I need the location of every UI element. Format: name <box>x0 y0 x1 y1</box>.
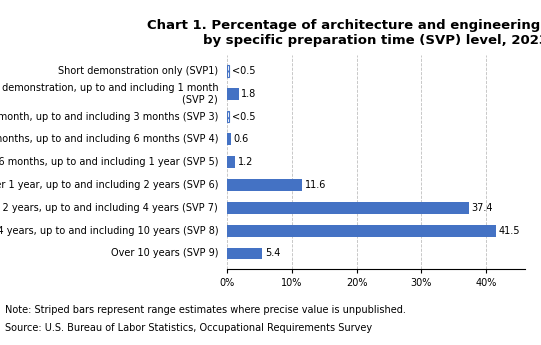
Bar <box>227 134 231 145</box>
Bar <box>227 247 262 259</box>
Title: Chart 1. Percentage of architecture and engineering workers
by specific preparat: Chart 1. Percentage of architecture and … <box>147 19 541 47</box>
Bar <box>227 110 229 122</box>
Bar <box>227 88 239 100</box>
Bar <box>227 156 235 168</box>
Text: 11.6: 11.6 <box>305 180 326 190</box>
Text: 41.5: 41.5 <box>498 226 520 236</box>
Text: Source: U.S. Bureau of Labor Statistics, Occupational Requirements Survey: Source: U.S. Bureau of Labor Statistics,… <box>5 323 373 333</box>
Text: 37.4: 37.4 <box>472 203 493 213</box>
Bar <box>227 225 496 237</box>
Text: Note: Striped bars represent range estimates where precise value is unpublished.: Note: Striped bars represent range estim… <box>5 305 406 315</box>
Text: <0.5: <0.5 <box>232 66 255 76</box>
Text: <0.5: <0.5 <box>232 111 255 121</box>
Text: 0.6: 0.6 <box>234 134 249 144</box>
Text: 5.4: 5.4 <box>265 248 280 258</box>
Bar <box>227 65 229 77</box>
Bar <box>227 202 469 214</box>
Bar <box>227 179 302 191</box>
Text: 1.2: 1.2 <box>237 157 253 167</box>
Text: 1.8: 1.8 <box>241 89 256 99</box>
